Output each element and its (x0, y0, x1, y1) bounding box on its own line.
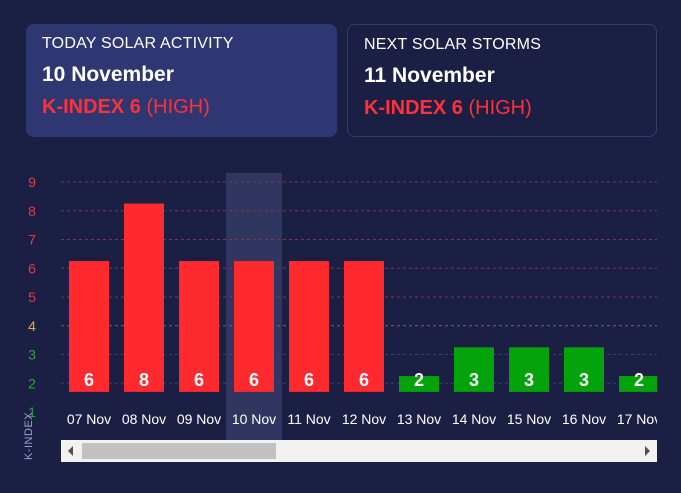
x-tick-label: 17 Nov (617, 411, 661, 427)
bar (454, 347, 494, 392)
k-index-chart: 1 2 3 4 5 6 7 8 9 6 07 Nov 8 08 Nov 6 09 Nov 6 10 Nov 6 11… (0, 160, 681, 493)
today-k-value: K-INDEX 6 (42, 96, 141, 118)
next-card-label: NEXT SOLAR STORMS (364, 36, 542, 53)
y-axis-title: K-INDEX (23, 411, 35, 460)
today-activity-card: TODAY SOLAR ACTIVITY 10 November K-INDEX… (26, 24, 337, 137)
y-tick-label: 7 (28, 232, 36, 248)
x-tick-label: 15 Nov (507, 411, 551, 427)
bar-value-label: 6 (84, 370, 94, 390)
today-card-date: 10 November (42, 63, 174, 86)
x-tick-label: 16 Nov (562, 411, 606, 427)
scroll-left-arrow-icon[interactable] (68, 446, 73, 456)
next-k-value: K-INDEX 6 (364, 97, 463, 119)
chart-scrollbar[interactable] (61, 440, 657, 462)
next-k-level: (HIGH) (468, 97, 532, 119)
x-tick-label: 08 Nov (122, 411, 166, 427)
bar (179, 261, 219, 392)
bar (69, 261, 109, 392)
scroll-thumb[interactable] (82, 443, 276, 459)
bar (289, 261, 329, 392)
y-tick-label: 1 (28, 404, 36, 420)
scroll-right-arrow-icon[interactable] (645, 446, 650, 456)
bar-value-label: 3 (579, 370, 589, 390)
bar-value-label: 3 (469, 370, 479, 390)
bar (509, 347, 549, 392)
bar-value-label: 3 (524, 370, 534, 390)
next-storms-card: NEXT SOLAR STORMS 11 November K-INDEX 6 … (347, 24, 657, 137)
today-card-label: TODAY SOLAR ACTIVITY (42, 35, 234, 52)
y-tick-label: 5 (28, 289, 36, 305)
next-card-date: 11 November (364, 64, 495, 87)
bar (619, 376, 659, 392)
today-k-level: (HIGH) (146, 96, 210, 118)
bar (564, 347, 604, 392)
x-tick-label: 14 Nov (452, 411, 496, 427)
y-tick-label: 3 (28, 347, 36, 363)
x-tick-label: 07 Nov (67, 411, 111, 427)
bar-value-label: 6 (359, 370, 369, 390)
x-tick-label: 12 Nov (342, 411, 386, 427)
bar-value-label: 6 (194, 370, 204, 390)
plot-clip-mask (657, 160, 681, 440)
x-tick-label: 11 Nov (287, 411, 330, 427)
x-tick-label: 13 Nov (397, 411, 441, 427)
y-tick-label: 9 (28, 174, 36, 190)
bar-value-label: 6 (249, 370, 259, 390)
bar (399, 376, 439, 392)
x-tick-label: 10 Nov (232, 411, 276, 427)
bar (124, 203, 164, 392)
x-tick-label: 09 Nov (177, 411, 221, 427)
bar (344, 261, 384, 392)
y-tick-label: 4 (28, 318, 36, 334)
next-k-index: K-INDEX 6 (HIGH) (364, 97, 640, 120)
bar-value-label: 8 (139, 370, 149, 390)
bar-value-label: 2 (414, 370, 424, 390)
bar (234, 261, 274, 392)
y-tick-label: 2 (28, 375, 36, 391)
today-k-index: K-INDEX 6 (HIGH) (42, 96, 321, 119)
y-tick-label: 6 (28, 260, 36, 276)
y-tick-label: 8 (28, 203, 36, 219)
bar-value-label: 6 (304, 370, 314, 390)
bar-value-label: 2 (634, 370, 644, 390)
k-index-chart-svg: 1 2 3 4 5 6 7 8 9 6 07 Nov 8 08 Nov 6 09 Nov 6 10 Nov 6 11… (28, 160, 681, 440)
